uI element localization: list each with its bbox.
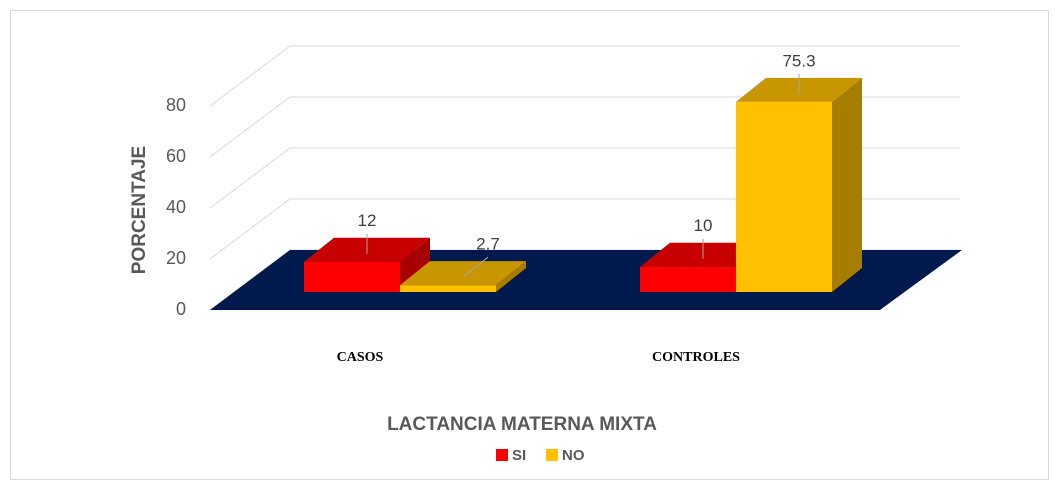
y-tick-label: 80 xyxy=(166,95,186,115)
y-tick-label: 0 xyxy=(176,299,186,319)
y-axis-title: PORCENTAJE xyxy=(129,146,150,274)
y-tick-label: 40 xyxy=(166,197,186,217)
y-tick-label: 20 xyxy=(166,248,186,268)
x-tick-label: CONTROLES xyxy=(652,350,740,365)
bar xyxy=(736,77,862,292)
bar-front xyxy=(736,101,832,292)
legend-label: NO xyxy=(562,447,585,464)
data-label: 10 xyxy=(694,216,713,235)
x-tick-label: CASOS xyxy=(337,350,384,365)
data-label: 12 xyxy=(358,211,377,230)
bar-front xyxy=(640,266,736,292)
bar-front xyxy=(304,261,400,292)
y-tick-label: 60 xyxy=(166,146,186,166)
data-label: 75.3 xyxy=(782,51,815,70)
legend-swatch xyxy=(496,449,508,461)
grid-line xyxy=(209,96,960,158)
x-axis-title: LACTANCIA MATERNA MIXTA xyxy=(387,414,657,435)
grid-line xyxy=(209,45,960,107)
bar xyxy=(400,261,526,292)
leader-line xyxy=(462,256,489,278)
bar-side xyxy=(832,77,862,292)
legend-label: SI xyxy=(512,447,526,464)
bar-front xyxy=(400,285,496,292)
data-label: 2.7 xyxy=(476,235,500,254)
legend-swatch xyxy=(546,449,558,461)
chart-frame xyxy=(10,10,1049,480)
bar-top xyxy=(400,261,526,286)
bar-side xyxy=(400,237,430,292)
bar-side xyxy=(496,261,526,292)
